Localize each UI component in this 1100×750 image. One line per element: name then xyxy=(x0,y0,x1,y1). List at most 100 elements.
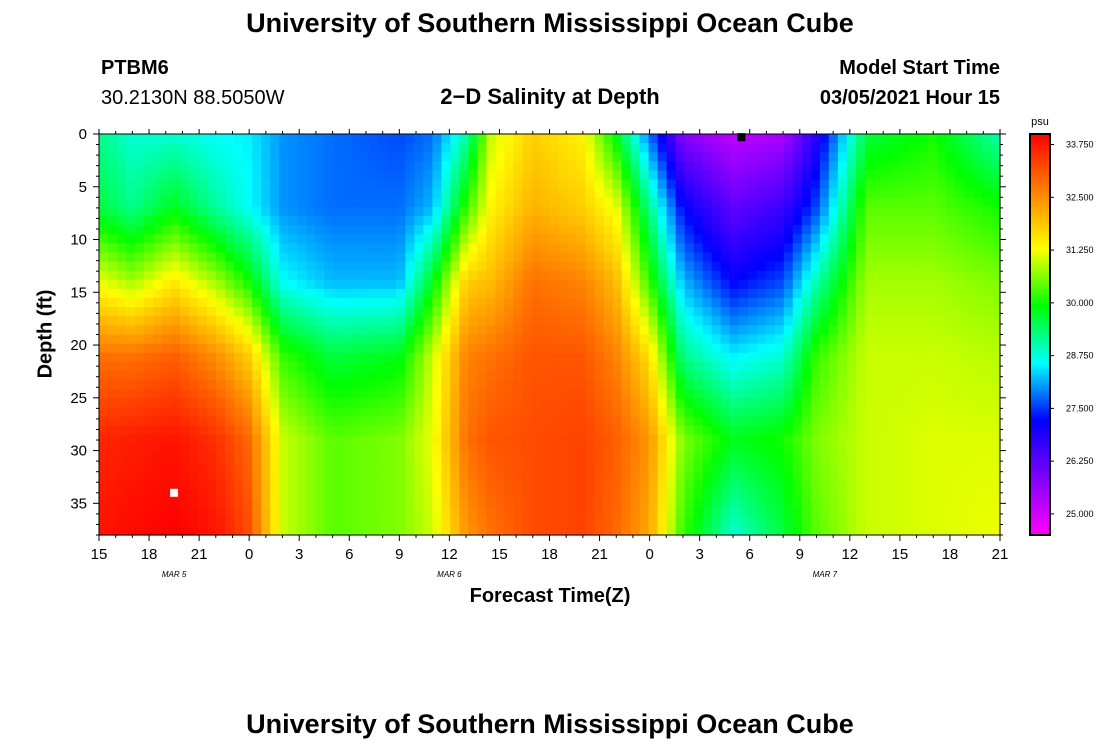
heatmap-cell xyxy=(585,352,596,363)
heatmap-cell xyxy=(819,480,830,491)
heatmap-cell xyxy=(873,507,884,518)
heatmap-cell xyxy=(468,434,479,445)
heatmap-cell xyxy=(603,462,614,472)
heatmap-cell xyxy=(882,516,893,527)
heatmap-cell xyxy=(414,270,424,281)
heatmap-cell xyxy=(945,525,956,536)
heatmap-cell xyxy=(585,416,596,427)
heatmap-cell xyxy=(603,188,614,199)
heatmap-cell xyxy=(225,188,235,199)
heatmap-cell xyxy=(108,334,118,345)
heatmap-cell xyxy=(108,398,118,409)
heatmap-cell xyxy=(162,462,172,472)
heatmap-cell xyxy=(855,170,866,181)
heatmap-cell xyxy=(666,243,677,254)
heatmap-cell xyxy=(531,407,542,418)
heatmap-cell xyxy=(810,471,821,481)
heatmap-cell xyxy=(594,343,605,354)
heatmap-cell xyxy=(567,270,578,281)
heatmap-cell xyxy=(747,480,758,491)
heatmap-cell xyxy=(891,407,902,418)
heatmap-cell xyxy=(729,343,740,354)
heatmap-cell xyxy=(351,452,361,463)
heatmap-cell xyxy=(306,188,316,199)
heatmap-cell xyxy=(99,389,109,399)
heatmap-cell xyxy=(135,434,145,445)
heatmap-cell xyxy=(270,489,280,500)
heatmap-cell xyxy=(639,425,650,436)
heatmap-cell xyxy=(747,134,758,144)
heatmap-cell xyxy=(648,325,659,336)
heatmap-cell xyxy=(378,206,388,217)
heatmap-cell xyxy=(873,161,884,172)
heatmap-cell xyxy=(585,407,596,418)
heatmap-cell xyxy=(270,498,280,509)
heatmap-cell xyxy=(216,179,226,190)
heatmap-cell xyxy=(891,480,902,491)
heatmap-cell xyxy=(126,498,136,509)
heatmap-cell xyxy=(612,425,623,436)
heatmap-cell xyxy=(738,143,749,153)
heatmap-cell xyxy=(765,516,776,527)
heatmap-cell xyxy=(414,389,424,399)
heatmap-cell xyxy=(351,161,361,172)
heatmap-cell xyxy=(837,188,848,199)
heatmap-cell xyxy=(468,188,479,199)
heatmap-cell xyxy=(585,134,596,144)
heatmap-cell xyxy=(279,134,289,144)
heatmap-cell xyxy=(486,489,497,500)
heatmap-cell xyxy=(162,471,172,481)
heatmap-cell xyxy=(630,407,641,418)
heatmap-cell xyxy=(414,498,424,509)
heatmap-cell xyxy=(432,416,442,427)
heatmap-cell xyxy=(909,434,920,445)
heatmap-cell xyxy=(855,407,866,418)
heatmap-cell xyxy=(621,279,632,290)
heatmap-cell xyxy=(261,325,271,336)
heatmap-cell xyxy=(360,134,370,144)
heatmap-cell xyxy=(162,161,172,172)
heatmap-cell xyxy=(909,452,920,463)
heatmap-cell xyxy=(702,507,713,518)
heatmap-cell xyxy=(153,452,163,463)
heatmap-cell xyxy=(414,370,424,381)
heatmap-cell xyxy=(495,134,506,144)
heatmap-cell xyxy=(225,507,235,518)
heatmap-cell xyxy=(522,416,533,427)
heatmap-cell xyxy=(198,161,208,172)
heatmap-cell xyxy=(207,434,217,445)
heatmap-cell xyxy=(945,188,956,199)
heatmap-cell xyxy=(774,443,785,454)
heatmap-cell xyxy=(621,161,632,172)
heatmap-cell xyxy=(450,261,460,272)
heatmap-cell xyxy=(630,188,641,199)
heatmap-cell xyxy=(468,134,479,144)
heatmap-cell xyxy=(783,343,794,354)
heatmap-cell xyxy=(117,152,127,162)
heatmap-cell xyxy=(144,307,154,317)
heatmap-cell xyxy=(756,425,767,436)
heatmap-cell xyxy=(450,370,460,381)
heatmap-cell xyxy=(666,434,677,445)
heatmap-cell xyxy=(189,516,199,527)
heatmap-cell xyxy=(738,298,749,308)
heatmap-cell xyxy=(495,143,506,153)
heatmap-cell xyxy=(243,252,253,263)
heatmap-cell xyxy=(693,398,704,409)
heatmap-cell xyxy=(900,288,911,299)
heatmap-cell xyxy=(180,498,190,509)
heatmap-cell xyxy=(594,252,605,263)
heatmap-cell xyxy=(783,134,794,144)
heatmap-cell xyxy=(918,480,929,491)
heatmap-cell xyxy=(180,434,190,445)
heatmap-cell xyxy=(891,225,902,235)
heatmap-cell xyxy=(153,288,163,299)
heatmap-cell xyxy=(756,161,767,172)
heatmap-cell xyxy=(792,498,803,509)
heatmap-cell xyxy=(297,416,307,427)
heatmap-cell xyxy=(180,243,190,254)
heatmap-cell xyxy=(855,143,866,153)
heatmap-cell xyxy=(144,334,154,345)
heatmap-cell xyxy=(801,252,812,263)
heatmap-cell xyxy=(720,489,731,500)
